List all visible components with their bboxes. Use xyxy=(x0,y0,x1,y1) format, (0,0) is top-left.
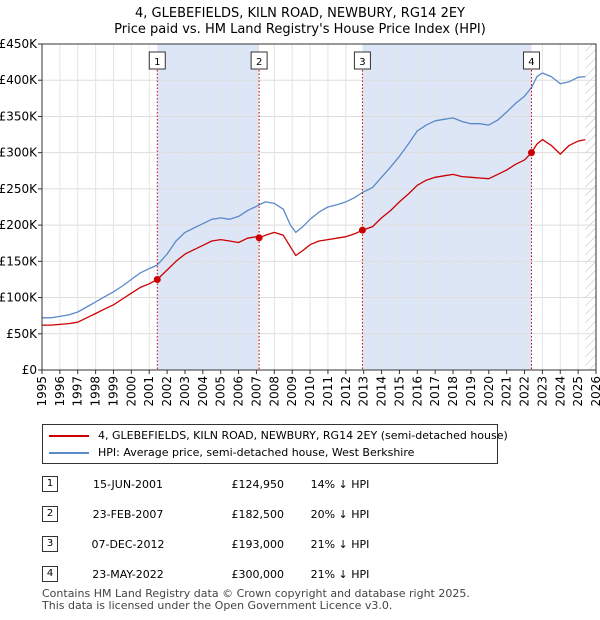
x-tick-label: 1999 xyxy=(106,376,120,407)
transaction-marker-box xyxy=(148,51,166,70)
x-tick-label: 2017 xyxy=(428,376,442,407)
x-tick-label: 2002 xyxy=(160,376,174,407)
chart-subtitle: Price paid vs. HM Land Registry's House … xyxy=(114,22,486,37)
legend-label-property: 4, GLEBEFIELDS, KILN ROAD, NEWBURY, RG14… xyxy=(98,429,508,442)
x-tick-label: 2016 xyxy=(410,376,424,407)
x-tick-label: 2014 xyxy=(375,376,389,407)
transaction-point xyxy=(358,226,366,234)
table-row: 4 23-MAY-2022 £300,000 21% ↓ HPI xyxy=(42,566,442,584)
shaded-period xyxy=(157,44,260,370)
x-tick-label: 2015 xyxy=(392,376,406,407)
footer-copyright: Contains HM Land Registry data © Crown c… xyxy=(42,587,470,600)
transaction-hpi-diff: 20% ↓ HPI xyxy=(310,508,370,521)
transaction-price: £182,500 xyxy=(231,508,285,521)
series-lines xyxy=(42,72,586,326)
x-tick-label: 2000 xyxy=(124,376,138,407)
table-row: 3 07-DEC-2012 £193,000 21% ↓ HPI xyxy=(42,536,442,554)
y-tick-label: £200K xyxy=(0,218,38,232)
x-tick-label: 2003 xyxy=(178,376,192,407)
shaded-periods xyxy=(157,44,596,370)
y-tick-label: £250K xyxy=(0,182,38,196)
y-tick-label: £0 xyxy=(22,363,37,377)
x-tick-label: 2008 xyxy=(267,376,281,407)
footer: Contains HM Land Registry data © Crown c… xyxy=(42,588,470,612)
x-tick-label: 2024 xyxy=(553,376,567,407)
transaction-marker-label: 1 xyxy=(154,57,160,68)
x-tick-label: 2010 xyxy=(303,376,317,407)
transaction-number: 4 xyxy=(42,566,58,582)
transaction-point xyxy=(527,149,535,157)
shaded-period xyxy=(362,44,532,370)
x-tick-label: 2001 xyxy=(142,376,156,407)
grid xyxy=(41,43,597,371)
plot-frame xyxy=(41,43,597,371)
transaction-marker-label: 3 xyxy=(359,57,365,68)
x-tick-label: 2026 xyxy=(589,376,600,407)
legend-label-hpi: HPI: Average price, semi-detached house,… xyxy=(98,446,415,459)
x-tick-label: 2025 xyxy=(571,376,585,407)
transaction-hpi-diff: 21% ↓ HPI xyxy=(310,538,370,551)
x-tick-label: 2011 xyxy=(321,376,335,407)
transaction-point xyxy=(153,275,161,283)
transaction-price: £300,000 xyxy=(231,568,285,581)
x-tick-label: 2021 xyxy=(500,376,514,407)
y-tick-label: £350K xyxy=(0,109,38,123)
x-tick-label: 2013 xyxy=(357,376,371,407)
x-tick-label: 2005 xyxy=(214,376,228,407)
axes: £0 £50K £100K £150K £200K £250K £300K £350K £400… xyxy=(0,37,600,407)
transaction-date: 23-MAY-2022 xyxy=(92,568,164,581)
transaction-price: £124,950 xyxy=(231,478,285,491)
transaction-number: 1 xyxy=(42,476,58,492)
y-tick-label: £450K xyxy=(0,37,38,51)
transaction-marker-label: 2 xyxy=(256,57,262,68)
future-hatch xyxy=(585,44,596,370)
series-line xyxy=(42,72,586,319)
transaction-price: £193,000 xyxy=(231,538,285,551)
transaction-hpi-diff: 21% ↓ HPI xyxy=(310,568,370,581)
transaction-number: 3 xyxy=(42,536,58,552)
x-tick-label: 2004 xyxy=(196,376,210,407)
y-tick-label: £50K xyxy=(6,327,38,341)
table-row: 1 15-JUN-2001 £124,950 14% ↓ HPI xyxy=(42,476,442,494)
x-tick-label: 1996 xyxy=(53,376,67,407)
x-tick-label: 2023 xyxy=(535,376,549,407)
transaction-marker-box xyxy=(250,51,268,70)
table-row: 2 23-FEB-2007 £182,500 20% ↓ HPI xyxy=(42,506,442,524)
transaction-marker-box xyxy=(353,51,371,70)
transaction-hpi-diff: 14% ↓ HPI xyxy=(310,478,370,491)
legend: 4, GLEBEFIELDS, KILN ROAD, NEWBURY, RG14… xyxy=(42,424,508,464)
transaction-marker-label: 4 xyxy=(528,57,534,68)
transaction-number: 2 xyxy=(42,506,58,522)
transaction-date: 23-FEB-2007 xyxy=(92,508,164,521)
chart-title: 4, GLEBEFIELDS, KILN ROAD, NEWBURY, RG14… xyxy=(135,6,465,21)
x-tick-label: 1998 xyxy=(89,376,103,407)
x-tick-label: 2006 xyxy=(232,376,246,407)
x-tick-label: 2019 xyxy=(464,376,478,407)
x-tick-label: 1995 xyxy=(35,376,49,407)
x-tick-label: 2007 xyxy=(249,376,263,407)
y-tick-label: £300K xyxy=(0,146,38,160)
x-tick-label: 2012 xyxy=(339,376,353,407)
transaction-markers: 1 2 3 4 xyxy=(148,51,540,370)
y-tick-label: £400K xyxy=(0,73,38,87)
series-line xyxy=(42,138,586,326)
x-tick-label: 2020 xyxy=(482,376,496,407)
transaction-date: 07-DEC-2012 xyxy=(91,538,165,551)
footer-licence: This data is licensed under the Open Gov… xyxy=(42,599,393,612)
price-chart: 4, GLEBEFIELDS, KILN ROAD, NEWBURY, RG14… xyxy=(0,6,600,407)
x-tick-label: 2018 xyxy=(446,376,460,407)
legend-swatch-hpi xyxy=(49,452,89,454)
y-tick-label: £150K xyxy=(0,254,38,268)
transaction-date: 15-JUN-2001 xyxy=(92,478,164,491)
x-tick-label: 1997 xyxy=(71,376,85,407)
transaction-marker-box xyxy=(522,51,540,70)
legend-swatch-property xyxy=(49,435,89,437)
x-tick-label: 2022 xyxy=(518,376,532,407)
transaction-point xyxy=(255,234,263,242)
x-tick-label: 2009 xyxy=(285,376,299,407)
y-tick-label: £100K xyxy=(0,291,38,305)
